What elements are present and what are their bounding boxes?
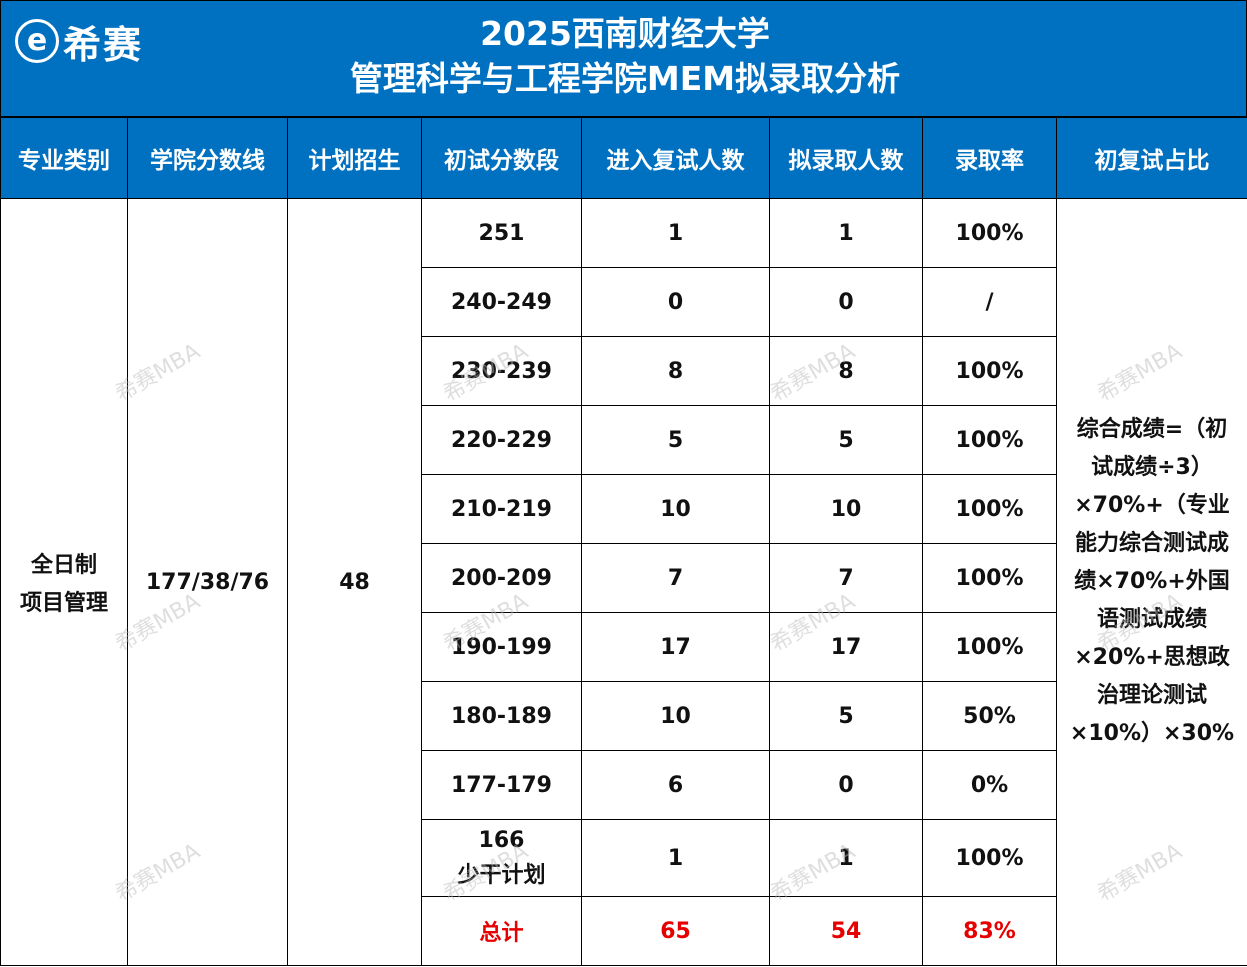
table-row: 240-249 0 0 /: [1, 267, 1247, 337]
retest-cell: 0: [581, 267, 770, 337]
admit-cell: 7: [769, 543, 923, 613]
rate-cell: 100%: [922, 336, 1057, 406]
header-row: 专业类别 学院分数线 计划招生 初试分数段 进入复试人数 拟录取人数 录取率 初…: [0, 117, 1247, 199]
total-label: 总计: [421, 896, 582, 966]
plan-cell: 48: [287, 198, 422, 966]
table-row: 全日制 项目管理 177/38/76 48 251 1 1 100% 综合成绩=…: [0, 198, 1247, 966]
range-cell: 210-219: [421, 474, 582, 544]
rate-cell: 100%: [922, 405, 1057, 475]
ratio-line: 语测试成绩: [1096, 607, 1207, 632]
table-row: 210-219 10 10 100%: [1, 474, 1247, 544]
major-line-1: 全日制: [30, 553, 97, 578]
header-score-line: 学院分数线: [127, 117, 288, 199]
admit-cell: 5: [769, 681, 923, 751]
admit-cell: 0: [769, 267, 923, 337]
retest-cell: 5: [581, 405, 770, 475]
range-cell: 230-239: [421, 336, 582, 406]
admit-cell: 8: [769, 336, 923, 406]
retest-cell: 10: [581, 474, 770, 544]
header-plan: 计划招生: [287, 117, 422, 199]
major-line-2: 项目管理: [19, 591, 108, 616]
retest-cell: 17: [581, 612, 770, 682]
admit-cell: 17: [769, 612, 923, 682]
logo: e 希赛: [15, 17, 143, 67]
range-cell: 177-179: [421, 750, 582, 820]
title-line-2: 管理科学与工程学院MEM拟录取分析: [349, 59, 901, 98]
rate-cell: /: [922, 267, 1057, 337]
retest-cell: 7: [581, 543, 770, 613]
rate-cell: 100%: [922, 474, 1057, 544]
rate-cell: 100%: [922, 198, 1057, 268]
header-admit-rate: 录取率: [922, 117, 1057, 199]
header-score-range: 初试分数段: [421, 117, 582, 199]
table-row: 230-239 8 8 100%: [1, 336, 1247, 406]
admission-table: 专业类别 学院分数线 计划招生 初试分数段 进入复试人数 拟录取人数 录取率 初…: [0, 117, 1247, 966]
admit-cell: 1: [769, 198, 923, 268]
admit-cell: 1: [769, 819, 923, 897]
header-retest-count: 进入复试人数: [581, 117, 770, 199]
ratio-line: ×10%）×30%: [1069, 721, 1235, 746]
rate-cell: 0%: [922, 750, 1057, 820]
total-admit: 54: [769, 896, 923, 966]
total-row: 总计 65 54 83%: [1, 896, 1247, 966]
rate-cell: 100%: [922, 819, 1057, 897]
retest-cell: 6: [581, 750, 770, 820]
total-retest: 65: [581, 896, 770, 966]
page-title: 2025西南财经大学 管理科学与工程学院MEM拟录取分析: [201, 11, 1049, 101]
range-cell: 200-209: [421, 543, 582, 613]
rate-cell: 50%: [922, 681, 1057, 751]
range-cell: 251: [421, 198, 582, 268]
table-row: 220-229 5 5 100%: [1, 405, 1247, 475]
range-cell: 180-189: [421, 681, 582, 751]
major-cell: 全日制 项目管理: [0, 198, 128, 966]
range-line-1: 166: [478, 827, 525, 853]
ratio-line: 治理论测试: [1096, 683, 1207, 708]
table-row: 180-189 10 5 50%: [1, 681, 1247, 751]
header-admit-count: 拟录取人数: [769, 117, 923, 199]
header-ratio: 初复试占比: [1056, 117, 1247, 199]
ratio-line: 绩×70%+外国: [1074, 569, 1230, 594]
rate-cell: 100%: [922, 612, 1057, 682]
range-cell: 166 少干计划: [421, 819, 582, 897]
logo-e-icon: e: [15, 19, 59, 63]
ratio-line: 能力综合测试成: [1074, 531, 1229, 556]
header-major: 专业类别: [0, 117, 128, 199]
admit-cell: 0: [769, 750, 923, 820]
table-row: 200-209 7 7 100%: [1, 543, 1247, 613]
range-cell: 220-229: [421, 405, 582, 475]
range-line-2: 少干计划: [457, 862, 546, 888]
logo-text: 希赛: [63, 22, 144, 67]
title-line-1: 2025西南财经大学: [480, 14, 770, 53]
title-banner: e 希赛 2025西南财经大学 管理科学与工程学院MEM拟录取分析: [0, 0, 1247, 117]
retest-cell: 8: [581, 336, 770, 406]
table-row: 190-199 17 17 100%: [1, 612, 1247, 682]
total-rate: 83%: [922, 896, 1057, 966]
ratio-line: ×70%+（专业: [1074, 493, 1230, 518]
admit-cell: 5: [769, 405, 923, 475]
retest-cell: 1: [581, 819, 770, 897]
rate-cell: 100%: [922, 543, 1057, 613]
admit-cell: 10: [769, 474, 923, 544]
range-cell: 190-199: [421, 612, 582, 682]
retest-cell: 1: [581, 198, 770, 268]
ratio-line: 试成绩÷3）: [1091, 455, 1213, 480]
score-line-cell: 177/38/76: [127, 198, 288, 966]
ratio-cell: 综合成绩=（初 试成绩÷3） ×70%+（专业 能力综合测试成 绩×70%+外国…: [1056, 198, 1247, 966]
range-cell: 240-249: [421, 267, 582, 337]
ratio-line: 综合成绩=（初: [1076, 417, 1228, 442]
retest-cell: 10: [581, 681, 770, 751]
table-row: 166 少干计划 1 1 100%: [1, 819, 1247, 897]
ratio-line: ×20%+思想政: [1074, 645, 1230, 670]
